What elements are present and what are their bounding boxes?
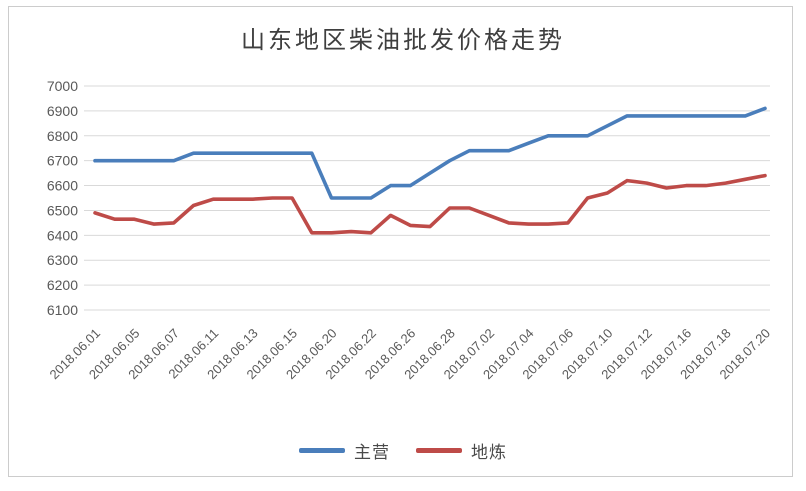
legend-label-local: 地炼 (471, 443, 507, 462)
y-axis-label: 6200 (47, 277, 78, 293)
legend-label-main: 主营 (354, 443, 390, 462)
legend-item-main: 主营 (299, 438, 390, 463)
y-axis-label: 6400 (47, 227, 78, 243)
legend-swatch-local (416, 448, 462, 453)
y-axis-label: 6500 (47, 202, 78, 218)
y-axis-label: 7000 (47, 78, 78, 94)
y-axis-label: 6800 (47, 128, 78, 144)
chart-title: 山东地区柴油批发价格走势 (241, 27, 565, 54)
y-axis-label: 6700 (47, 153, 78, 169)
y-axis-label: 6300 (47, 252, 78, 268)
legend: 主营 地炼 (0, 438, 806, 463)
legend-swatch-main (299, 448, 345, 453)
legend-item-local: 地炼 (416, 438, 507, 463)
panel-frame (8, 6, 793, 477)
series-line-local (93, 173, 767, 235)
series-line-main (93, 106, 767, 200)
y-axis-label: 6100 (47, 302, 78, 318)
y-axis-label: 6900 (47, 103, 78, 119)
y-axis-label: 6600 (47, 178, 78, 194)
